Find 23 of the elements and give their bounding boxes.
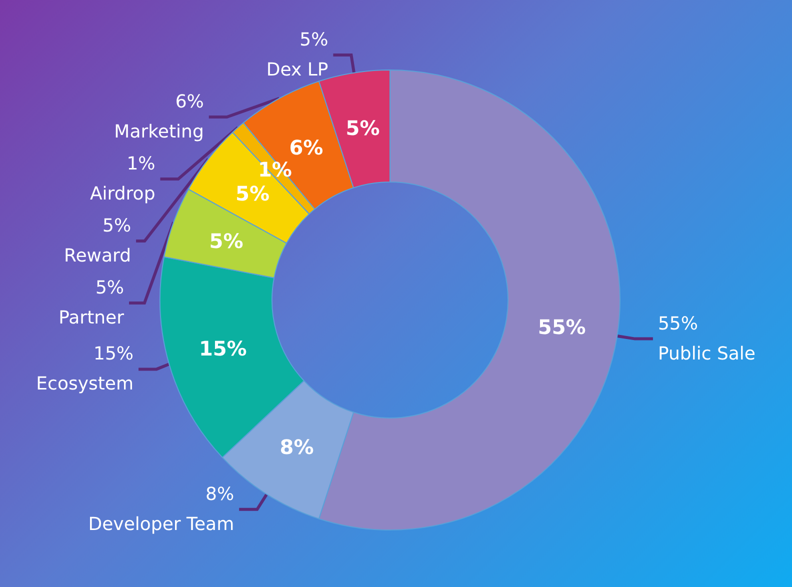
slice-label: Public Sale <box>658 343 756 364</box>
slice-label: Airdrop <box>90 184 156 205</box>
slice-label: Developer Team <box>88 514 234 535</box>
text: 8% <box>280 434 314 459</box>
text: 5% <box>209 229 244 254</box>
data-label: 55% <box>658 313 698 334</box>
text: 5% <box>346 116 380 140</box>
data-label: 5% <box>95 278 124 299</box>
text: 5% <box>236 181 270 206</box>
slice-label: Partner <box>58 308 125 329</box>
data-label: 15% <box>94 344 134 365</box>
slice-label: Marketing <box>114 122 204 143</box>
data-label: 8% <box>206 484 234 505</box>
text: 6% <box>289 136 324 160</box>
slice-label: Dex LP <box>266 60 328 81</box>
data-label: 5% <box>102 216 132 237</box>
slice-label: Ecosystem <box>36 374 134 395</box>
data-label: 5% <box>300 30 328 51</box>
data-label: 6% <box>175 92 204 113</box>
slice-label: Reward <box>64 246 132 267</box>
text: 55% <box>538 315 586 340</box>
data-label: 1% <box>126 154 156 175</box>
text: 15% <box>198 336 247 361</box>
